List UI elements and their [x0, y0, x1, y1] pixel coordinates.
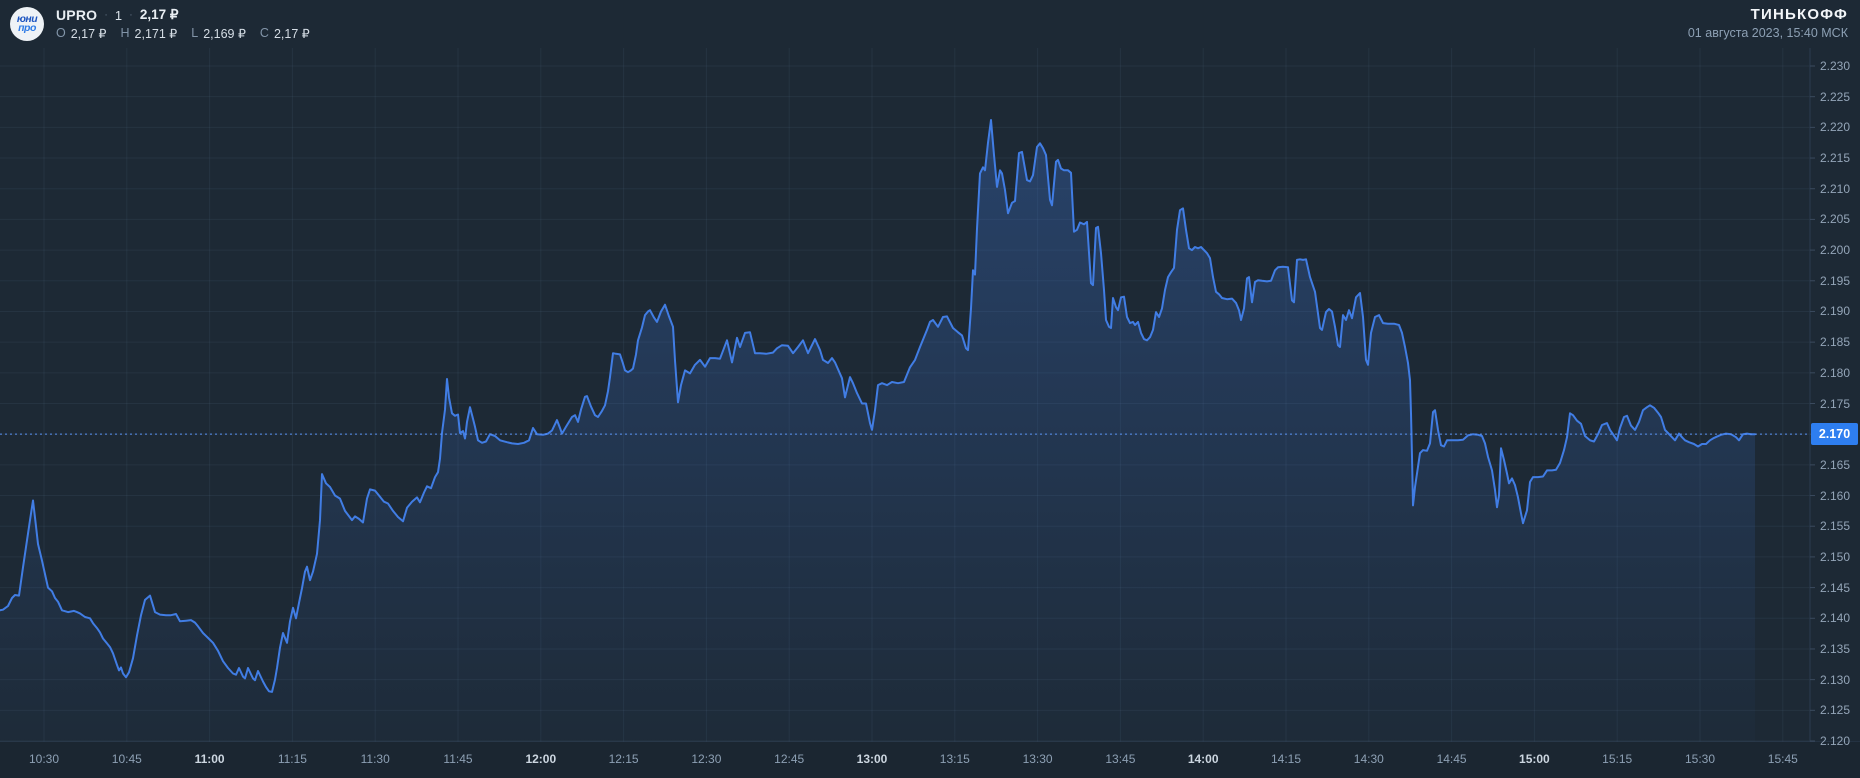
price-axis-label: 2.215	[1820, 151, 1851, 166]
price-axis-label: 2.195	[1820, 273, 1851, 288]
time-axis-label: 11:00	[194, 752, 225, 766]
ohlc-row: O 2,17 ₽ H 2,171 ₽ L 2,169 ₽ C 2,17 ₽	[56, 25, 310, 41]
time-axis-label: 13:00	[856, 752, 888, 766]
time-axis-strip[interactable]	[0, 742, 1860, 778]
ohlc-key: H	[120, 25, 130, 40]
chart-datetime: 01 августа 2023, 15:40 МСК	[1687, 26, 1848, 40]
separator-dot: ·	[129, 9, 133, 21]
time-axis-label: 12:15	[608, 752, 639, 766]
price-axis-label: 2.185	[1820, 335, 1851, 350]
price-axis-label: 2.155	[1820, 519, 1851, 534]
price-axis-label: 2.135	[1820, 641, 1851, 656]
time-axis-label: 15:00	[1519, 752, 1550, 766]
time-axis-label: 14:30	[1353, 752, 1384, 766]
logo-text-top: юни	[16, 13, 38, 25]
unipro-logo: юни про	[10, 7, 44, 41]
price-area-fill	[0, 120, 1755, 742]
price-axis-label: 2.160	[1820, 488, 1851, 503]
price-axis-label: 2.140	[1820, 611, 1851, 626]
ohlc-value: 2,17 ₽	[273, 26, 310, 41]
ohlc-item-l: L 2,169 ₽	[191, 26, 246, 41]
price-axis-label: 2.120	[1820, 734, 1851, 748]
price-axis-label: 2.175	[1820, 396, 1851, 411]
price-axis-label: 2.145	[1820, 580, 1851, 595]
time-axis-label: 14:00	[1187, 752, 1219, 766]
time-axis-label: 14:45	[1436, 752, 1467, 766]
time-axis-label: 10:30	[28, 752, 60, 766]
header: юни про UPRO · 1 · 2,17 ₽ O 2,17 ₽ H 2,171 …	[0, 0, 1860, 48]
price-axis-label: 2.225	[1820, 89, 1851, 104]
time-axis-label: 12:45	[774, 752, 805, 766]
price-axis-label: 2.165	[1820, 457, 1851, 472]
time-axis-label: 15:45	[1767, 752, 1798, 766]
price-axis-label: 2.230	[1820, 59, 1851, 73]
time-axis-label: 10:45	[111, 752, 142, 766]
time-axis-label: 13:45	[1105, 752, 1136, 766]
ohlc-value: 2,17 ₽	[70, 26, 107, 41]
ohlc-item-h: H 2,171 ₽	[121, 26, 178, 41]
price-axis-label: 2.200	[1820, 243, 1851, 258]
current-price-badge: 2.170	[1811, 423, 1858, 445]
time-axis-label: 15:30	[1684, 752, 1716, 766]
ohlc-item-o: O 2,17 ₽	[56, 26, 107, 41]
price-axis-label: 2.150	[1820, 549, 1851, 564]
ticker-row: UPRO · 1 · 2,17 ₽	[56, 6, 178, 24]
logo-text-bottom: про	[18, 22, 36, 34]
time-axis-label: 13:30	[1022, 752, 1053, 766]
ohlc-value: 2,169 ₽	[203, 26, 246, 41]
time-axis-label: 13:15	[939, 752, 970, 766]
time-axis-label: 11:45	[443, 752, 473, 766]
price-axis-label: 2.205	[1820, 212, 1851, 227]
time-axis-label: 15:15	[1602, 752, 1633, 766]
separator-dot: ·	[104, 9, 108, 21]
price-axis-label: 2.220	[1820, 120, 1851, 135]
ticker-symbol: UPRO	[56, 7, 98, 23]
time-axis-label: 11:15	[277, 752, 307, 766]
ohlc-key: C	[259, 25, 269, 40]
price-axis-label: 2.210	[1820, 181, 1851, 196]
ohlc-item-c: C 2,17 ₽	[260, 26, 310, 41]
time-axis-label: 14:15	[1270, 752, 1302, 766]
price-axis-label: 2.125	[1820, 703, 1851, 718]
price-line	[0, 119, 1756, 693]
tinkoff-wordmark: ТИНЬКОФФ	[1750, 6, 1848, 23]
price-axis-label: 2.130	[1820, 672, 1851, 687]
interval-value: 1	[114, 7, 123, 23]
price-axis-label: 2.180	[1820, 365, 1851, 380]
last-price: 2,17 ₽	[139, 7, 179, 22]
ohlc-value: 2,171 ₽	[134, 26, 178, 41]
ohlc-key: L	[191, 25, 199, 40]
time-axis-label: 11:30	[360, 752, 390, 766]
price-axis-label: 2.190	[1820, 304, 1851, 319]
time-axis-label: 12:00	[525, 752, 557, 766]
ohlc-key: O	[56, 25, 66, 40]
time-axis-label: 12:30	[691, 752, 722, 766]
